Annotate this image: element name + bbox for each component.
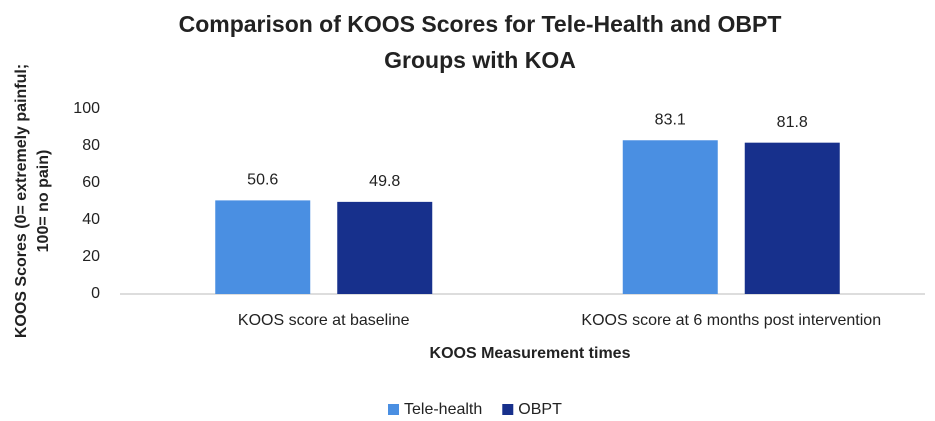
y-axis-title-line: 100= no pain) — [35, 150, 52, 253]
legend-swatch — [502, 404, 514, 415]
bar — [337, 201, 433, 294]
legend-swatch — [388, 404, 399, 415]
y-tick-label: 20 — [82, 248, 100, 265]
y-tick-label: 0 — [91, 285, 100, 302]
data-label: 49.8 — [369, 173, 400, 190]
bar — [744, 142, 840, 294]
x-tick-label: KOOS score at baseline — [238, 312, 410, 329]
bar — [622, 140, 718, 294]
legend-label: OBPT — [518, 401, 562, 418]
data-label: 50.6 — [247, 172, 278, 189]
legend-label: Tele-health — [404, 401, 482, 418]
bar — [215, 200, 311, 294]
y-tick-label: 100 — [73, 100, 100, 117]
y-tick-label: 60 — [82, 174, 100, 191]
chart-title: Groups with KOA — [384, 47, 576, 73]
y-axis-title: KOOS Scores (0= extremely painful; 100= … — [13, 64, 52, 338]
data-label: 83.1 — [655, 111, 686, 128]
y-tick-label: 40 — [82, 211, 100, 228]
y-tick-label: 80 — [82, 137, 100, 154]
x-axis-title: KOOS Measurement times — [430, 345, 631, 362]
data-label: 81.8 — [777, 114, 808, 131]
chart-title: Comparison of KOOS Scores for Tele-Healt… — [179, 11, 782, 37]
x-tick-label: KOOS score at 6 months post intervention — [581, 312, 881, 329]
y-axis-title-line: KOOS Scores (0= extremely painful; — [13, 64, 30, 338]
